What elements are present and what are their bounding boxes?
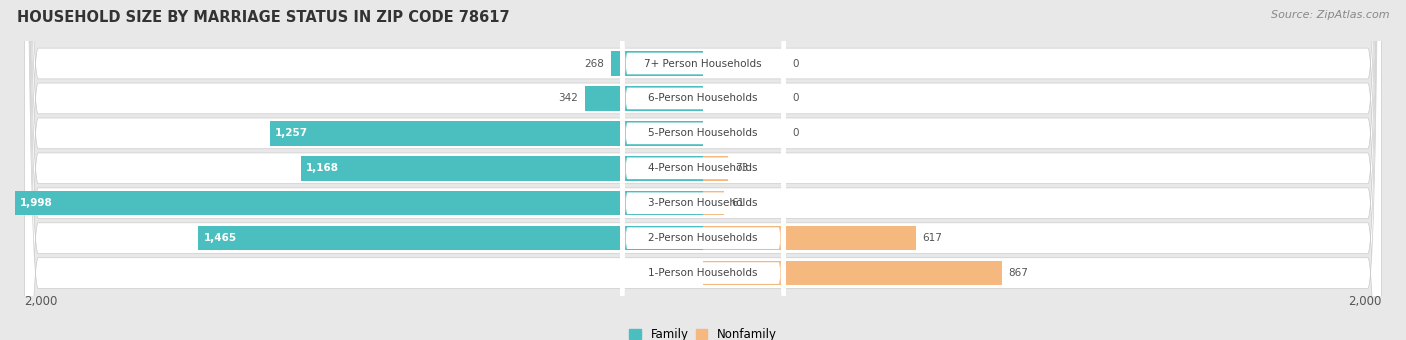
FancyBboxPatch shape — [620, 0, 786, 340]
Text: 73: 73 — [735, 163, 748, 173]
FancyBboxPatch shape — [620, 0, 786, 340]
Bar — [703, 191, 724, 216]
Bar — [198, 226, 703, 250]
FancyBboxPatch shape — [24, 0, 1382, 340]
FancyBboxPatch shape — [24, 0, 1382, 340]
Text: 867: 867 — [1008, 268, 1028, 278]
FancyBboxPatch shape — [620, 0, 786, 340]
FancyBboxPatch shape — [24, 0, 1382, 340]
Bar — [301, 156, 703, 181]
FancyBboxPatch shape — [620, 0, 786, 340]
Text: 5-Person Households: 5-Person Households — [648, 129, 758, 138]
Bar — [270, 121, 703, 146]
Text: 3-Person Households: 3-Person Households — [648, 198, 758, 208]
Text: Source: ZipAtlas.com: Source: ZipAtlas.com — [1271, 10, 1389, 20]
Text: 2,000: 2,000 — [24, 295, 58, 308]
Text: 2-Person Households: 2-Person Households — [648, 233, 758, 243]
Text: 7+ Person Households: 7+ Person Households — [644, 58, 762, 68]
Text: 342: 342 — [558, 94, 578, 103]
Text: 1-Person Households: 1-Person Households — [648, 268, 758, 278]
Text: 4-Person Households: 4-Person Households — [648, 163, 758, 173]
Text: 617: 617 — [922, 233, 942, 243]
Text: HOUSEHOLD SIZE BY MARRIAGE STATUS IN ZIP CODE 78617: HOUSEHOLD SIZE BY MARRIAGE STATUS IN ZIP… — [17, 10, 509, 25]
Text: 268: 268 — [583, 58, 603, 68]
FancyBboxPatch shape — [24, 0, 1382, 340]
Bar — [14, 191, 703, 216]
FancyBboxPatch shape — [24, 0, 1382, 340]
FancyBboxPatch shape — [620, 0, 786, 340]
Text: 61: 61 — [731, 198, 744, 208]
Text: 1,168: 1,168 — [307, 163, 339, 173]
Bar — [703, 156, 728, 181]
Text: 1,998: 1,998 — [20, 198, 52, 208]
Text: 0: 0 — [793, 94, 799, 103]
FancyBboxPatch shape — [24, 0, 1382, 340]
Bar — [610, 51, 703, 76]
Text: 2,000: 2,000 — [1348, 295, 1382, 308]
FancyBboxPatch shape — [620, 0, 786, 340]
Legend: Family, Nonfamily: Family, Nonfamily — [624, 324, 782, 340]
Bar — [703, 226, 915, 250]
Text: 6-Person Households: 6-Person Households — [648, 94, 758, 103]
Text: 1,257: 1,257 — [276, 129, 308, 138]
FancyBboxPatch shape — [620, 0, 786, 340]
Bar — [585, 86, 703, 110]
Bar — [703, 261, 1001, 285]
Text: 0: 0 — [793, 58, 799, 68]
Text: 0: 0 — [793, 129, 799, 138]
FancyBboxPatch shape — [24, 0, 1382, 340]
Text: 1,465: 1,465 — [204, 233, 236, 243]
